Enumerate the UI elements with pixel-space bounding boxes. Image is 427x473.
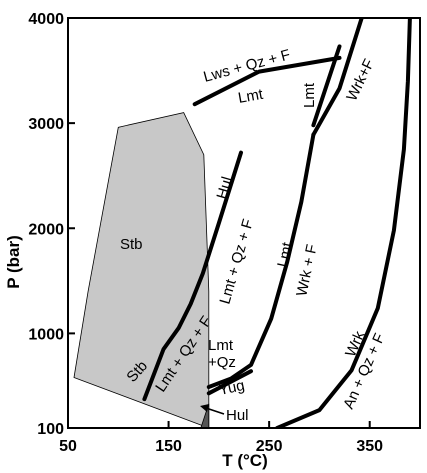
x-tick-label: 150 — [155, 438, 182, 455]
label-hul-upper: Hul — [214, 175, 237, 201]
x-tick-label: 250 — [256, 438, 283, 455]
x-tick-label: 50 — [59, 438, 77, 455]
boundary-curve-2 — [192, 55, 342, 107]
label-lmt-vertical: Lmt — [301, 82, 318, 108]
boundary-curve-5 — [206, 132, 316, 389]
y-tick-label: 100 — [37, 421, 64, 438]
label-yug: Yug — [217, 377, 246, 399]
x-axis-title: T (°C) — [222, 451, 268, 470]
y-tick-label: 2000 — [28, 221, 64, 238]
y-tick-label: 1000 — [28, 326, 64, 343]
label-qz-small: +Qz — [208, 354, 236, 371]
field-stb — [73, 112, 210, 428]
plot-frame — [67, 17, 421, 429]
label-hul-arrow: Hul — [226, 407, 249, 424]
label-lmt-top: Lmt — [237, 86, 265, 107]
hul-arrow-line — [205, 407, 225, 415]
boundary-curve-1 — [142, 150, 243, 402]
boundary-curve-4 — [311, 18, 364, 137]
label-lmt-mid: Lmt — [274, 240, 296, 269]
y-tick-label: 4000 — [28, 11, 64, 28]
y-tick-label: 3000 — [28, 116, 64, 133]
boundary-curve-3 — [311, 44, 342, 128]
label-wrk-f-mid: Wrk + F — [293, 243, 321, 298]
y-axis-title: P (bar) — [4, 235, 23, 289]
boundary-curve-6 — [206, 369, 253, 396]
label-lmt-small: Lmt — [208, 337, 234, 354]
boundary-curve-7 — [275, 18, 412, 428]
label-lmt-qz-f-upper: Lmt + Qz + F — [217, 217, 257, 306]
field-hul — [200, 403, 210, 428]
hul-arrow-head — [200, 404, 209, 412]
x-tick-label: 350 — [356, 438, 383, 455]
label-stb: Stb — [120, 236, 143, 253]
